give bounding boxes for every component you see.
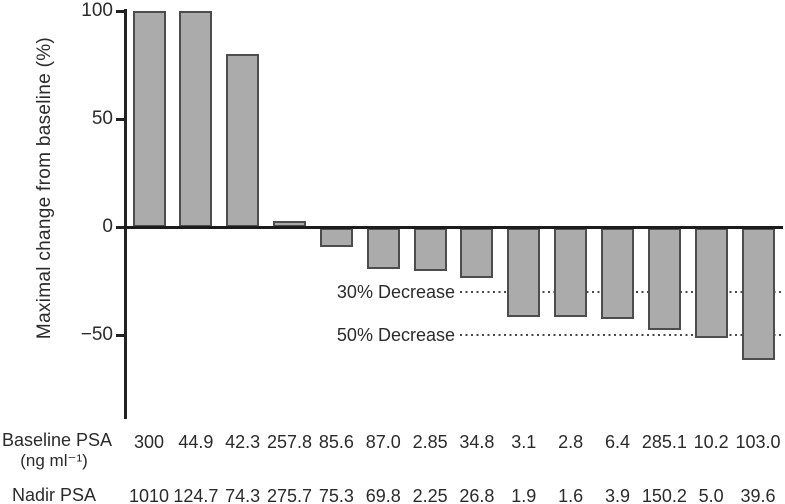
baseline-psa-values-row: 300 44.9 42.3 257.8 85.6 87.0 2.85 34.8 3.1 2.8 6.… [0, 432, 785, 452]
table-value-cell: 69.8 [365, 486, 401, 504]
table-value-cell: 6.4 [604, 432, 631, 452]
y-tick-mark [116, 117, 125, 121]
table-value-cell: 10.2 [693, 432, 729, 452]
table-value-cell: 75.3 [318, 486, 354, 504]
table-value-cell: 5.0 [698, 486, 724, 504]
reference-line-label: 50% Decrease [336, 325, 455, 345]
reference-line-label: 30% Decrease [336, 281, 455, 302]
bar [507, 228, 541, 317]
nadir-psa-values-row: 1010 124.7 74.3 275.7 75.3 69.8 2.25 26.8 1.9 1.6… [0, 486, 785, 504]
reference-dashed-line [460, 334, 783, 336]
table-value-cell: 87.0 [365, 432, 401, 452]
table-value-cell: 39.6 [740, 486, 776, 504]
bar [741, 228, 775, 360]
table-value-cell: 1.6 [558, 486, 584, 504]
bar [366, 228, 400, 270]
baseline-psa-units-label: (ng ml⁻¹) [20, 451, 88, 470]
bar [694, 228, 728, 339]
table-value-cell: 285.1 [641, 432, 687, 452]
table-value-cell: 257.8 [267, 432, 313, 452]
bar [554, 228, 588, 317]
y-axis-label: Maximal change from baseline (%) [34, 36, 55, 340]
bar [273, 220, 307, 227]
bar [460, 228, 494, 278]
y-tick-label: 0 [102, 216, 113, 237]
table-value-cell: 1010 [128, 486, 170, 504]
y-tick-mark [116, 333, 125, 337]
y-tick-label: −50 [80, 324, 113, 345]
baseline-psa-row-label: Baseline PSA [2, 430, 113, 450]
table-value-cell: 2.8 [558, 432, 584, 452]
table-value-cell: 74.3 [225, 486, 261, 504]
table-value-cell: 2.25 [412, 486, 448, 504]
table-value-cell: 300 [133, 432, 165, 452]
bar [319, 228, 353, 248]
bar [179, 11, 213, 227]
bar [413, 228, 447, 272]
table-value-cell: 44.9 [178, 432, 214, 452]
table-value-cell: 2.85 [412, 432, 448, 452]
table-value-cell: 34.8 [459, 432, 495, 452]
bar [601, 228, 634, 319]
table-value-cell: 42.3 [225, 432, 261, 452]
y-tick-label: 50 [91, 108, 113, 129]
table-value-cell: 124.7 [173, 486, 219, 504]
y-tick-mark [116, 9, 125, 13]
y-axis-line [124, 9, 127, 419]
bar [226, 54, 260, 227]
table-value-cell: 150.2 [641, 486, 687, 504]
bar [647, 228, 681, 330]
table-value-cell: 103.0 [735, 432, 781, 452]
bar [132, 11, 166, 227]
y-tick-label: 100 [81, 0, 113, 21]
y-tick-mark [116, 225, 125, 229]
table-value-cell: 275.7 [267, 486, 313, 504]
table-value-cell: 85.6 [318, 432, 354, 452]
table-value-cell: 3.9 [604, 486, 631, 504]
table-value-cell: 1.9 [511, 486, 537, 504]
table-value-cell: 3.1 [511, 432, 537, 452]
zero-axis-line [124, 226, 783, 229]
table-value-cell: 26.8 [459, 486, 495, 504]
nadir-psa-row-label: Nadir PSA [11, 485, 97, 504]
